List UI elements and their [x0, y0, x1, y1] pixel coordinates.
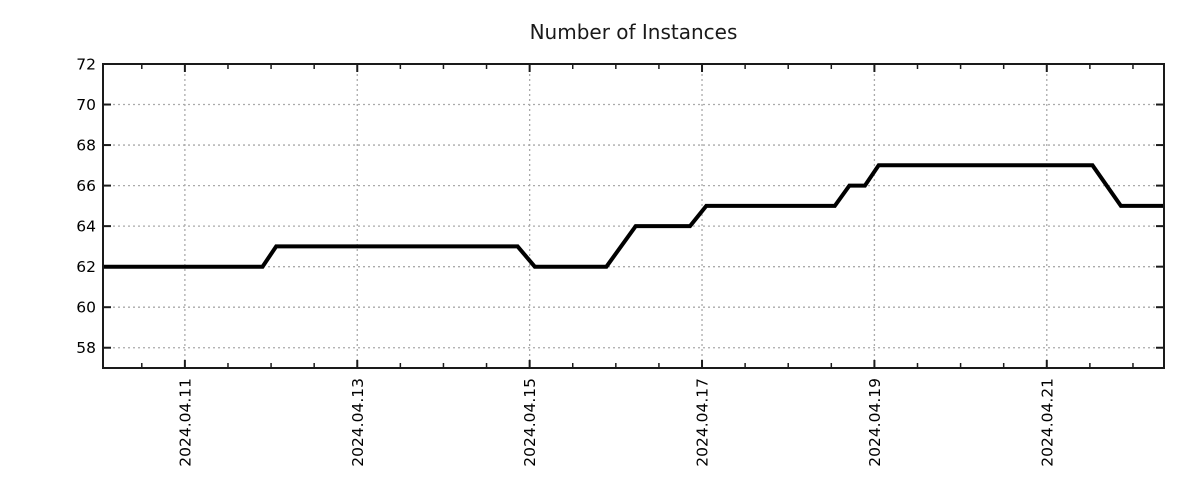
plot-border: [102, 63, 1165, 369]
chart-title: Number of Instances: [530, 20, 738, 44]
x-tick-label: 2024.04.11: [176, 378, 194, 467]
y-tick-label: 58: [76, 339, 96, 357]
y-tick-label: 70: [76, 96, 96, 114]
axis-labels: 58 60 62 64 66 68 70 72 2024.04.11 2024.04.13 2024…: [76, 56, 1056, 467]
y-tick-label: 64: [76, 218, 96, 236]
y-tick-label: 68: [76, 137, 96, 155]
x-tick-label: 2024.04.15: [521, 378, 539, 467]
x-tick-label: 2024.04.21: [1038, 378, 1056, 467]
y-tick-label: 62: [76, 258, 96, 276]
x-tick-label: 2024.04.17: [694, 378, 712, 467]
y-tick-label: 72: [76, 56, 96, 74]
grid-lines: [103, 63, 1164, 368]
x-tick-label: 2024.04.13: [349, 378, 367, 467]
axis-ticks: [103, 63, 1164, 368]
data-series: [103, 163, 1164, 269]
data-line: [103, 163, 1164, 269]
y-tick-label: 66: [76, 177, 96, 195]
y-tick-label: 60: [76, 299, 96, 317]
x-tick-label: 2024.04.19: [866, 378, 884, 467]
